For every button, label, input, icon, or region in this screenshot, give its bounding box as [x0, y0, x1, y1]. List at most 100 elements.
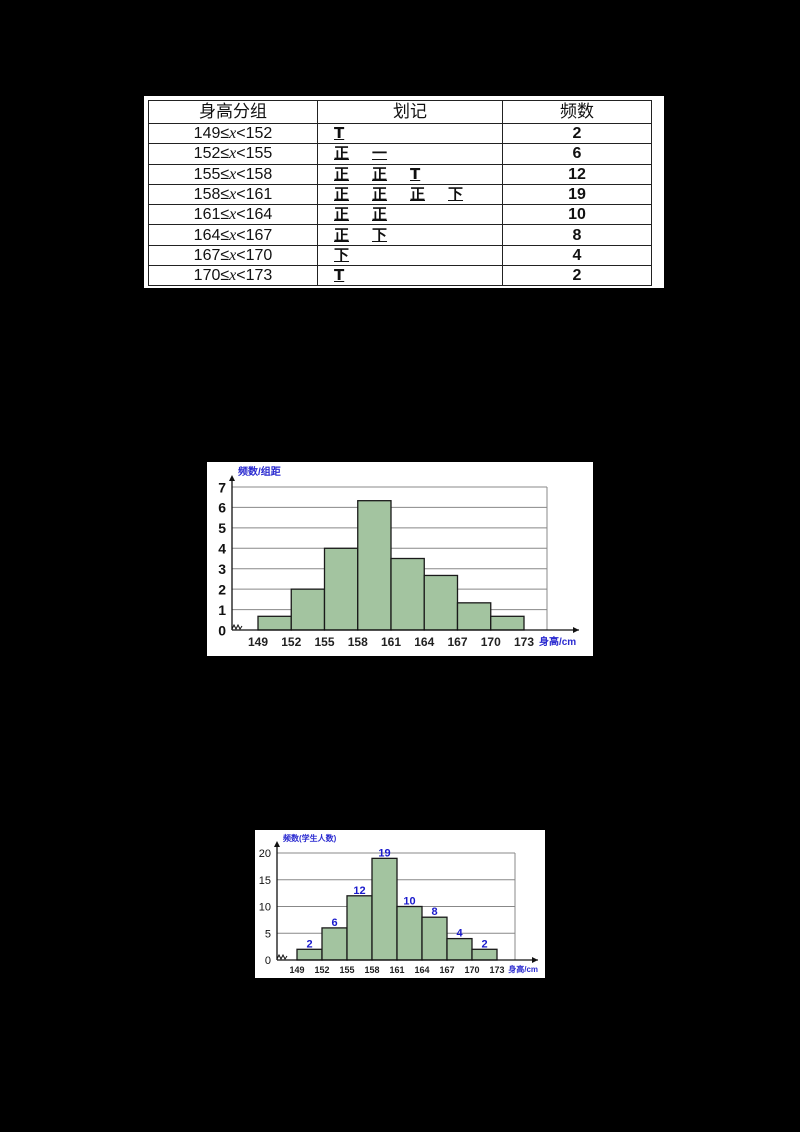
y-axis-label: 频数(学生人数) — [283, 833, 337, 843]
height-range-cell: 152≤x<155 — [148, 143, 318, 165]
data-label: 10 — [403, 896, 415, 908]
histogram-bar — [471, 948, 498, 961]
x-tick-label: 155 — [339, 965, 354, 975]
histogram-bar — [456, 602, 492, 631]
x-tick-label: 158 — [348, 635, 368, 649]
axis-break-icon — [276, 953, 288, 961]
table-row: 152≤x<155 正一 6 — [148, 143, 652, 165]
x-axis-arrow-icon — [573, 627, 579, 633]
x-tick-label: 170 — [481, 635, 501, 649]
height-range-cell: 164≤x<167 — [148, 224, 318, 246]
x-tick-label: 173 — [514, 635, 534, 649]
x-tick-label: 158 — [364, 965, 379, 975]
frequency-cell: 12 — [502, 163, 652, 185]
table-row: 170≤x<173 T 2 — [148, 265, 652, 287]
x-tick-label: 164 — [414, 965, 429, 975]
y-tick-label: 10 — [259, 902, 271, 914]
y-tick-label: 7 — [218, 479, 226, 495]
y-tick-label: 0 — [265, 955, 271, 967]
histogram-bar — [290, 588, 326, 631]
x-tick-label: 152 — [281, 635, 301, 649]
tally-mark: 正 — [334, 144, 350, 163]
data-label: 2 — [306, 938, 312, 950]
histogram-bar — [390, 557, 425, 631]
x-tick-label: 167 — [439, 965, 454, 975]
x-tick-label: 167 — [447, 635, 467, 649]
tally-cell: 正一 — [317, 143, 503, 165]
tally-mark: 正 — [334, 225, 350, 244]
histogram-count-chart: 0 5 10 15 20 2 6 12 19 10 8 4 2 149 152 155 158 161 164 167… — [255, 830, 545, 978]
header-tally: 划记 — [317, 100, 503, 124]
tally-mark: 一 — [372, 144, 388, 163]
height-range-cell: 161≤x<164 — [148, 204, 318, 226]
y-axis-arrow-icon — [274, 841, 280, 847]
histogram-bar — [446, 937, 473, 961]
tally-cell: 正正正下 — [317, 183, 503, 206]
axis-break-icon — [231, 623, 243, 631]
frequency-cell: 8 — [502, 224, 652, 246]
y-tick-label: 5 — [265, 928, 271, 940]
tally-mark: 正 — [334, 185, 350, 204]
y-tick-label: 0 — [218, 622, 226, 638]
x-tick-label: 170 — [464, 965, 479, 975]
table-row: 164≤x<167 正下 8 — [148, 224, 652, 246]
tally-mark: 正 — [372, 185, 388, 204]
histogram-bar — [396, 905, 423, 961]
x-tick-label: 161 — [381, 635, 401, 649]
tally-mark: 正 — [372, 205, 388, 224]
tally-mark: 下 — [334, 245, 350, 264]
x-tick-label: 149 — [289, 965, 304, 975]
frequency-cell: 6 — [502, 143, 652, 165]
data-label: 19 — [378, 847, 390, 859]
table-row: 158≤x<161 正 正 正 下 19 — [148, 183, 652, 206]
x-axis-label: 身高/cm — [508, 964, 538, 974]
frequency-cell: 2 — [502, 122, 652, 145]
table-header-row: 身高分组 划记 频数 — [148, 100, 652, 124]
histogram-bar — [371, 857, 398, 961]
y-axis-label: 频数/组距 — [238, 465, 281, 478]
y-tick-label: 1 — [218, 602, 226, 618]
tally-mark: 正 — [334, 164, 350, 183]
header-frequency: 频数 — [502, 100, 652, 124]
histogram-density-svg: 0 1 2 3 4 5 6 7 149 152 155 158 161 164 167 170 173 频数/组距… — [218, 465, 579, 649]
tally-mark: 正 — [334, 205, 350, 224]
tally-cell: T — [317, 122, 503, 145]
y-tick-label: 3 — [218, 561, 226, 577]
tally-cell: 正正 — [317, 204, 503, 226]
x-tick-label: 161 — [389, 965, 404, 975]
histogram-bar — [421, 916, 448, 961]
height-range-cell: 155≤x<158 — [148, 163, 318, 185]
histogram-bar — [257, 615, 292, 631]
table-row: 149≤x<152 T 2 — [148, 122, 652, 145]
histogram-count-svg: 0 5 10 15 20 2 6 12 19 10 8 4 2 149 152 155 158 161 164 167… — [259, 833, 538, 975]
tally-cell: 正下 — [317, 224, 503, 246]
histogram-density-chart: 0 1 2 3 4 5 6 7 149 152 155 158 161 164 167 170 173 频数/组距… — [207, 462, 593, 656]
y-tick-label: 4 — [218, 541, 226, 557]
histogram-bar — [321, 927, 348, 961]
tally-mark: 下 — [448, 185, 464, 204]
histogram-bar — [423, 574, 459, 631]
height-range-cell: 149≤x<152 — [148, 122, 318, 145]
y-tick-label: 6 — [218, 500, 226, 516]
data-label: 8 — [431, 906, 437, 918]
x-tick-label: 173 — [489, 965, 504, 975]
data-label: 2 — [481, 938, 487, 950]
histogram-bar — [357, 500, 392, 631]
histogram-bar — [490, 615, 525, 631]
frequency-table: 身高分组 划记 频数 149≤x<152 T 2 152≤x<155 正一 6 155≤x<… — [148, 100, 652, 287]
y-tick-label: 15 — [259, 875, 271, 887]
tally-mark: 正 — [410, 185, 426, 204]
frequency-cell: 2 — [502, 265, 652, 287]
table-row: 167≤x<170 下 4 — [148, 244, 652, 267]
tally-mark: T — [334, 124, 345, 143]
x-tick-label: 155 — [314, 635, 334, 649]
tally-mark: T — [334, 266, 345, 285]
tally-cell: 下 — [317, 244, 503, 267]
height-range-cell: 167≤x<170 — [148, 244, 318, 267]
data-label: 12 — [353, 885, 365, 897]
table-row: 161≤x<164 正正 10 — [148, 204, 652, 226]
x-axis-arrow-icon — [532, 957, 538, 963]
x-axis-label: 身高/cm — [539, 635, 576, 648]
header-height-group: 身高分组 — [148, 100, 318, 124]
